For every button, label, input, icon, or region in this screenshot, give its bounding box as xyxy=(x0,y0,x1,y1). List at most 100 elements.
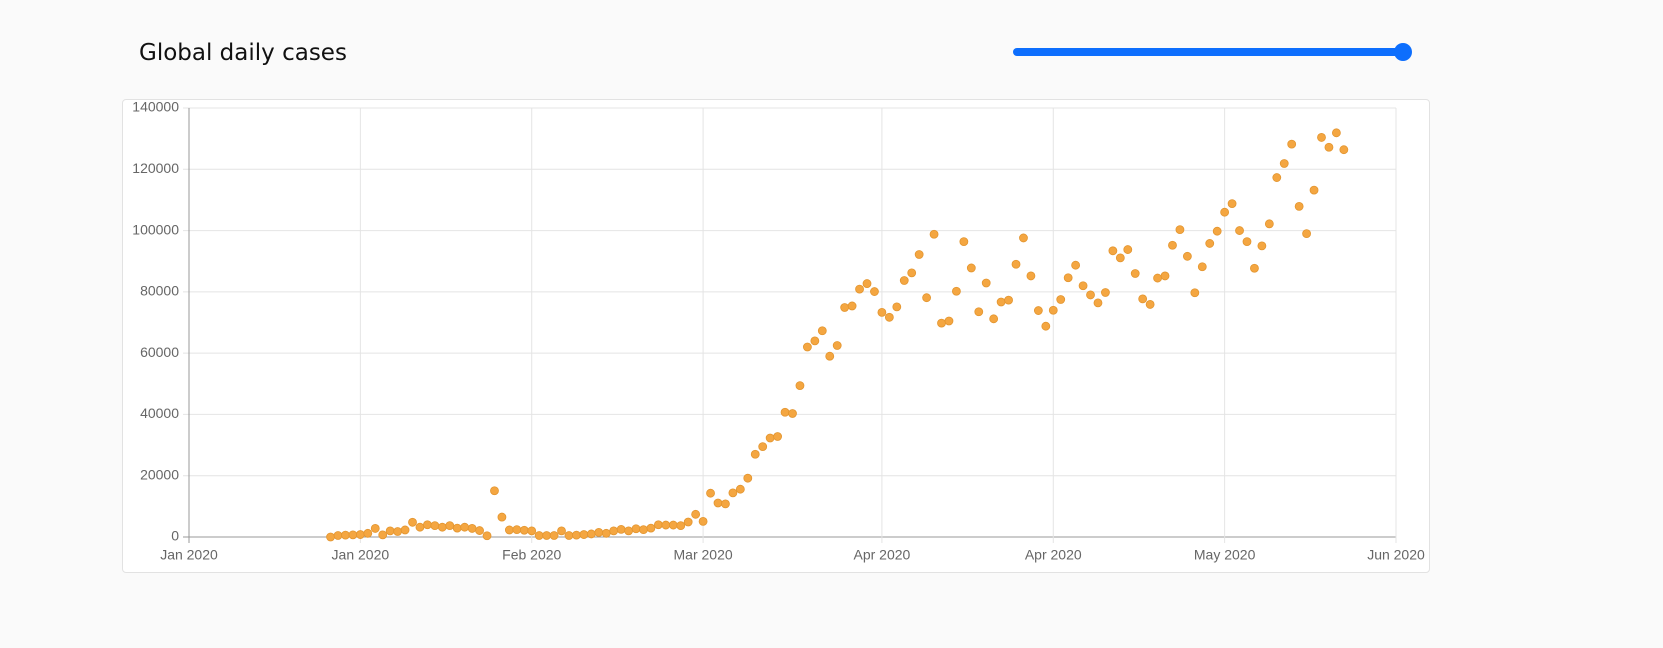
data-point xyxy=(653,520,663,530)
data-point xyxy=(974,307,984,317)
data-point xyxy=(683,517,693,527)
data-point xyxy=(750,449,760,459)
data-point xyxy=(1123,245,1133,254)
data-point xyxy=(512,525,522,535)
data-point xyxy=(1093,298,1103,308)
data-point xyxy=(579,530,589,539)
data-point xyxy=(1190,288,1200,298)
data-point xyxy=(534,531,544,540)
data-point xyxy=(1063,273,1073,283)
data-point xyxy=(370,524,380,533)
data-point xyxy=(810,336,820,346)
data-point xyxy=(862,279,872,288)
data-point xyxy=(1168,240,1177,250)
data-point xyxy=(1026,271,1036,281)
data-point xyxy=(1101,288,1110,297)
data-point xyxy=(1019,233,1028,243)
data-point xyxy=(378,530,388,540)
data-point xyxy=(1115,253,1125,263)
data-point xyxy=(482,531,492,541)
data-point xyxy=(937,318,946,328)
data-point xyxy=(393,527,403,536)
data-point xyxy=(1078,281,1088,291)
data-point xyxy=(1108,246,1118,256)
date-slider[interactable] xyxy=(1013,42,1413,62)
data-point xyxy=(661,520,671,530)
data-point xyxy=(1048,305,1058,315)
data-point xyxy=(691,509,701,519)
data-point xyxy=(400,525,410,535)
data-point xyxy=(706,488,715,498)
data-point xyxy=(825,351,835,361)
data-point xyxy=(1272,173,1282,182)
data-point xyxy=(721,499,730,509)
data-point xyxy=(646,523,656,533)
data-point xyxy=(840,303,850,312)
data-point xyxy=(1331,128,1341,138)
y-tick-label: 80000 xyxy=(140,283,179,299)
data-point xyxy=(1324,142,1334,152)
data-point xyxy=(996,297,1006,307)
data-point xyxy=(1250,263,1259,273)
x-tick-label: Mar 2020 xyxy=(674,547,733,563)
data-point xyxy=(1220,207,1230,217)
data-point xyxy=(832,341,842,350)
data-point xyxy=(542,531,552,540)
data-point xyxy=(363,528,373,538)
data-point xyxy=(430,521,440,531)
data-point xyxy=(1279,159,1289,168)
data-point xyxy=(504,525,514,535)
data-point xyxy=(1294,201,1304,211)
data-point xyxy=(594,528,604,537)
data-point xyxy=(437,522,447,532)
data-point xyxy=(527,526,537,536)
data-point xyxy=(743,473,753,483)
data-point xyxy=(989,314,999,324)
data-point xyxy=(1287,139,1297,149)
x-tick-label: Apr 2020 xyxy=(1025,547,1082,563)
data-point xyxy=(549,531,559,540)
data-point xyxy=(1041,321,1051,331)
data-point xyxy=(914,250,924,259)
data-point xyxy=(795,381,805,391)
data-point xyxy=(385,526,395,536)
data-point xyxy=(415,522,425,532)
data-point xyxy=(1071,260,1081,270)
data-point xyxy=(519,525,529,535)
data-point xyxy=(475,526,484,535)
slider-thumb[interactable] xyxy=(1394,43,1412,61)
data-point xyxy=(1160,271,1170,281)
data-point xyxy=(855,284,864,294)
data-point xyxy=(1004,295,1013,305)
data-point xyxy=(817,326,827,336)
data-point xyxy=(497,512,507,522)
data-point xyxy=(884,312,894,322)
data-point xyxy=(1235,226,1244,235)
data-point xyxy=(668,520,678,530)
data-point xyxy=(423,520,432,530)
data-point xyxy=(408,517,417,527)
y-tick-label: 40000 xyxy=(140,405,179,421)
data-point xyxy=(713,498,723,508)
data-point xyxy=(944,316,954,326)
data-point xyxy=(1056,295,1066,304)
data-point xyxy=(355,530,365,539)
data-point xyxy=(1175,225,1185,235)
data-point xyxy=(1138,294,1148,304)
data-point xyxy=(452,523,462,533)
data-point xyxy=(1317,133,1326,142)
data-point xyxy=(445,521,455,531)
data-point xyxy=(966,263,976,273)
data-point xyxy=(1130,269,1140,278)
data-point xyxy=(490,486,499,496)
data-point xyxy=(803,342,812,352)
data-point xyxy=(333,531,343,540)
data-point xyxy=(773,432,782,441)
x-tick-label: Jan 2020 xyxy=(160,547,218,563)
data-point xyxy=(609,526,619,536)
x-tick-label: Jan 2020 xyxy=(332,547,390,563)
data-point xyxy=(639,525,648,535)
data-point xyxy=(586,529,596,539)
data-point xyxy=(1182,251,1192,261)
